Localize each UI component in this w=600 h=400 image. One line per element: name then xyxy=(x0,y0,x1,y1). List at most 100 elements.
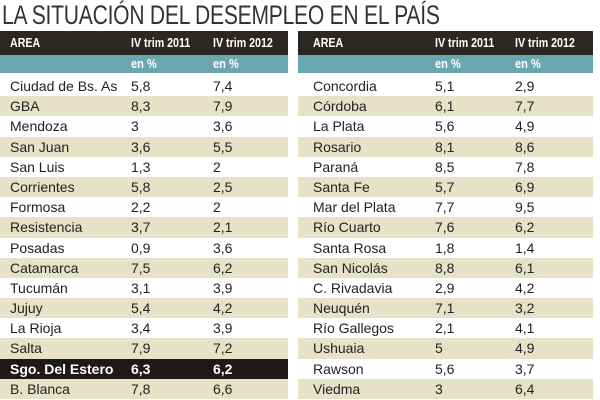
area-cell: Rawson xyxy=(313,360,364,377)
value-2012-cell: 6,6 xyxy=(213,380,233,397)
area-cell: Santa Fe xyxy=(313,178,370,195)
table-row: C. Rivadavia 2,9 4,2 xyxy=(298,278,593,298)
area-cell: La Rioja xyxy=(10,320,62,337)
value-2012-cell: 6,2 xyxy=(213,360,233,377)
table-row: San Luis 1,3 2 xyxy=(0,157,288,177)
value-2011-cell: 0,9 xyxy=(131,239,151,256)
area-cell: La Plata xyxy=(313,118,365,135)
value-2011-cell: 6,1 xyxy=(435,98,455,115)
value-2011-cell: 5,7 xyxy=(435,178,455,195)
value-2012-cell: 3,6 xyxy=(213,118,233,135)
area-cell: GBA xyxy=(10,98,40,115)
value-2011-cell: 3,7 xyxy=(131,219,151,236)
value-2011-cell: 5,1 xyxy=(435,78,455,94)
page-title: LA SITUACIÓN DEL DESEMPLEO EN EL PAÍS xyxy=(2,0,440,30)
area-cell: Ushuaia xyxy=(313,340,365,357)
unit-row: en % en % xyxy=(298,55,593,73)
value-2011-cell: 2,2 xyxy=(131,199,151,216)
value-2011-cell: 1,8 xyxy=(435,239,455,256)
table-row: Salta 7,9 7,2 xyxy=(0,338,288,359)
value-2012-cell: 7,9 xyxy=(213,98,233,115)
value-2011-cell: 2,1 xyxy=(435,320,455,337)
table-row: GBA 8,3 7,9 xyxy=(0,96,288,117)
table-row: La Rioja 3,4 3,9 xyxy=(0,318,288,338)
value-2011-cell: 7,8 xyxy=(131,380,151,397)
unit-2012: en % xyxy=(515,56,541,71)
value-2011-cell: 3 xyxy=(131,118,139,135)
area-cell: San Luis xyxy=(10,158,65,175)
value-2012-cell: 3,9 xyxy=(213,320,233,337)
value-2012-cell: 9,5 xyxy=(515,199,535,216)
table-row: Ushuaia 5 4,9 xyxy=(298,338,593,359)
table-row: Ciudad de Bs. As 5,8 7,4 xyxy=(0,76,288,96)
area-cell: Catamarca xyxy=(10,259,79,276)
table-row: San Juan 3,6 5,5 xyxy=(0,136,288,157)
right-table: AREA IV trim 2011 IV trim 2012 en % en %… xyxy=(298,31,593,399)
value-2012-cell: 8,6 xyxy=(515,138,535,155)
value-2011-cell: 5,8 xyxy=(131,178,151,195)
table-row: Tucumán 3,1 3,9 xyxy=(0,278,288,298)
value-2011-cell: 7,6 xyxy=(435,219,455,236)
area-cell: Santa Rosa xyxy=(313,239,387,256)
area-cell: Resistencia xyxy=(10,219,83,236)
value-2011-cell: 6,3 xyxy=(131,360,151,377)
value-2011-cell: 7,1 xyxy=(435,300,455,317)
column-header-2011: IV trim 2011 xyxy=(435,35,495,50)
area-cell: Rosario xyxy=(313,138,362,155)
value-2012-cell: 3,6 xyxy=(213,239,233,256)
value-2012-cell: 3,9 xyxy=(213,279,233,296)
area-cell: C. Rivadavia xyxy=(313,279,393,296)
value-2012-cell: 6,4 xyxy=(515,380,535,397)
value-2012-cell: 4,9 xyxy=(515,340,535,357)
value-2012-cell: 6,9 xyxy=(515,178,535,195)
value-2011-cell: 7,5 xyxy=(131,259,151,276)
table-row: Catamarca 7,5 6,2 xyxy=(0,257,288,278)
table-row: Resistencia 3,7 2,1 xyxy=(0,217,288,238)
column-header-2012: IV trim 2012 xyxy=(515,35,575,50)
table-row: Neuquén 7,1 3,2 xyxy=(298,298,593,319)
value-2012-cell: 2,5 xyxy=(213,178,233,195)
value-2011-cell: 1,3 xyxy=(131,158,151,175)
value-2011-cell: 3,1 xyxy=(131,279,151,296)
area-cell: Ciudad de Bs. As xyxy=(10,78,118,94)
value-2011-cell: 5,6 xyxy=(435,360,455,377)
table-row: San Nicolás 8,8 6,1 xyxy=(298,257,593,278)
table-row: Río Cuarto 7,6 6,2 xyxy=(298,217,593,238)
unit-row: en % en % xyxy=(0,55,288,73)
value-2012-cell: 1,4 xyxy=(515,239,535,256)
value-2012-cell: 3,7 xyxy=(515,360,535,377)
area-cell: Viedma xyxy=(313,380,361,397)
column-header-2012: IV trim 2012 xyxy=(213,35,273,50)
value-2011-cell: 8,5 xyxy=(435,158,455,175)
area-cell: Paraná xyxy=(313,158,359,175)
area-cell: Mendoza xyxy=(10,118,68,135)
area-cell: Tucumán xyxy=(10,279,68,296)
column-header-area: AREA xyxy=(313,35,344,50)
table-row: Santa Rosa 1,8 1,4 xyxy=(298,238,593,258)
table-row: La Plata 5,6 4,9 xyxy=(298,116,593,136)
table-row: Mendoza 3 3,6 xyxy=(0,116,288,136)
value-2012-cell: 6,2 xyxy=(515,219,535,236)
value-2012-cell: 7,7 xyxy=(515,98,535,115)
table-row: Rosario 8,1 8,6 xyxy=(298,136,593,157)
value-2012-cell: 5,5 xyxy=(213,138,233,155)
table-row: Córdoba 6,1 7,7 xyxy=(298,96,593,117)
table-row: Formosa 2,2 2 xyxy=(0,197,288,217)
table-row: Posadas 0,9 3,6 xyxy=(0,238,288,258)
table-row: Corrientes 5,8 2,5 xyxy=(0,176,288,198)
area-cell: Río Gallegos xyxy=(313,320,394,337)
area-cell: Sgo. Del Estero xyxy=(10,360,114,377)
table-row: Santa Fe 5,7 6,9 xyxy=(298,176,593,198)
value-2012-cell: 4,9 xyxy=(515,118,535,135)
table-header: AREA IV trim 2011 IV trim 2012 xyxy=(0,31,288,55)
value-2011-cell: 3,6 xyxy=(131,138,151,155)
table-row: Mar del Plata 7,7 9,5 xyxy=(298,197,593,217)
value-2012-cell: 6,1 xyxy=(515,259,535,276)
area-cell: San Nicolás xyxy=(313,259,388,276)
value-2012-cell: 2 xyxy=(213,199,221,216)
left-table: AREA IV trim 2011 IV trim 2012 en % en %… xyxy=(0,31,288,399)
value-2012-cell: 7,4 xyxy=(213,78,233,94)
area-cell: Neuquén xyxy=(313,300,370,317)
value-2011-cell: 7,9 xyxy=(131,340,151,357)
area-cell: San Juan xyxy=(10,138,70,155)
